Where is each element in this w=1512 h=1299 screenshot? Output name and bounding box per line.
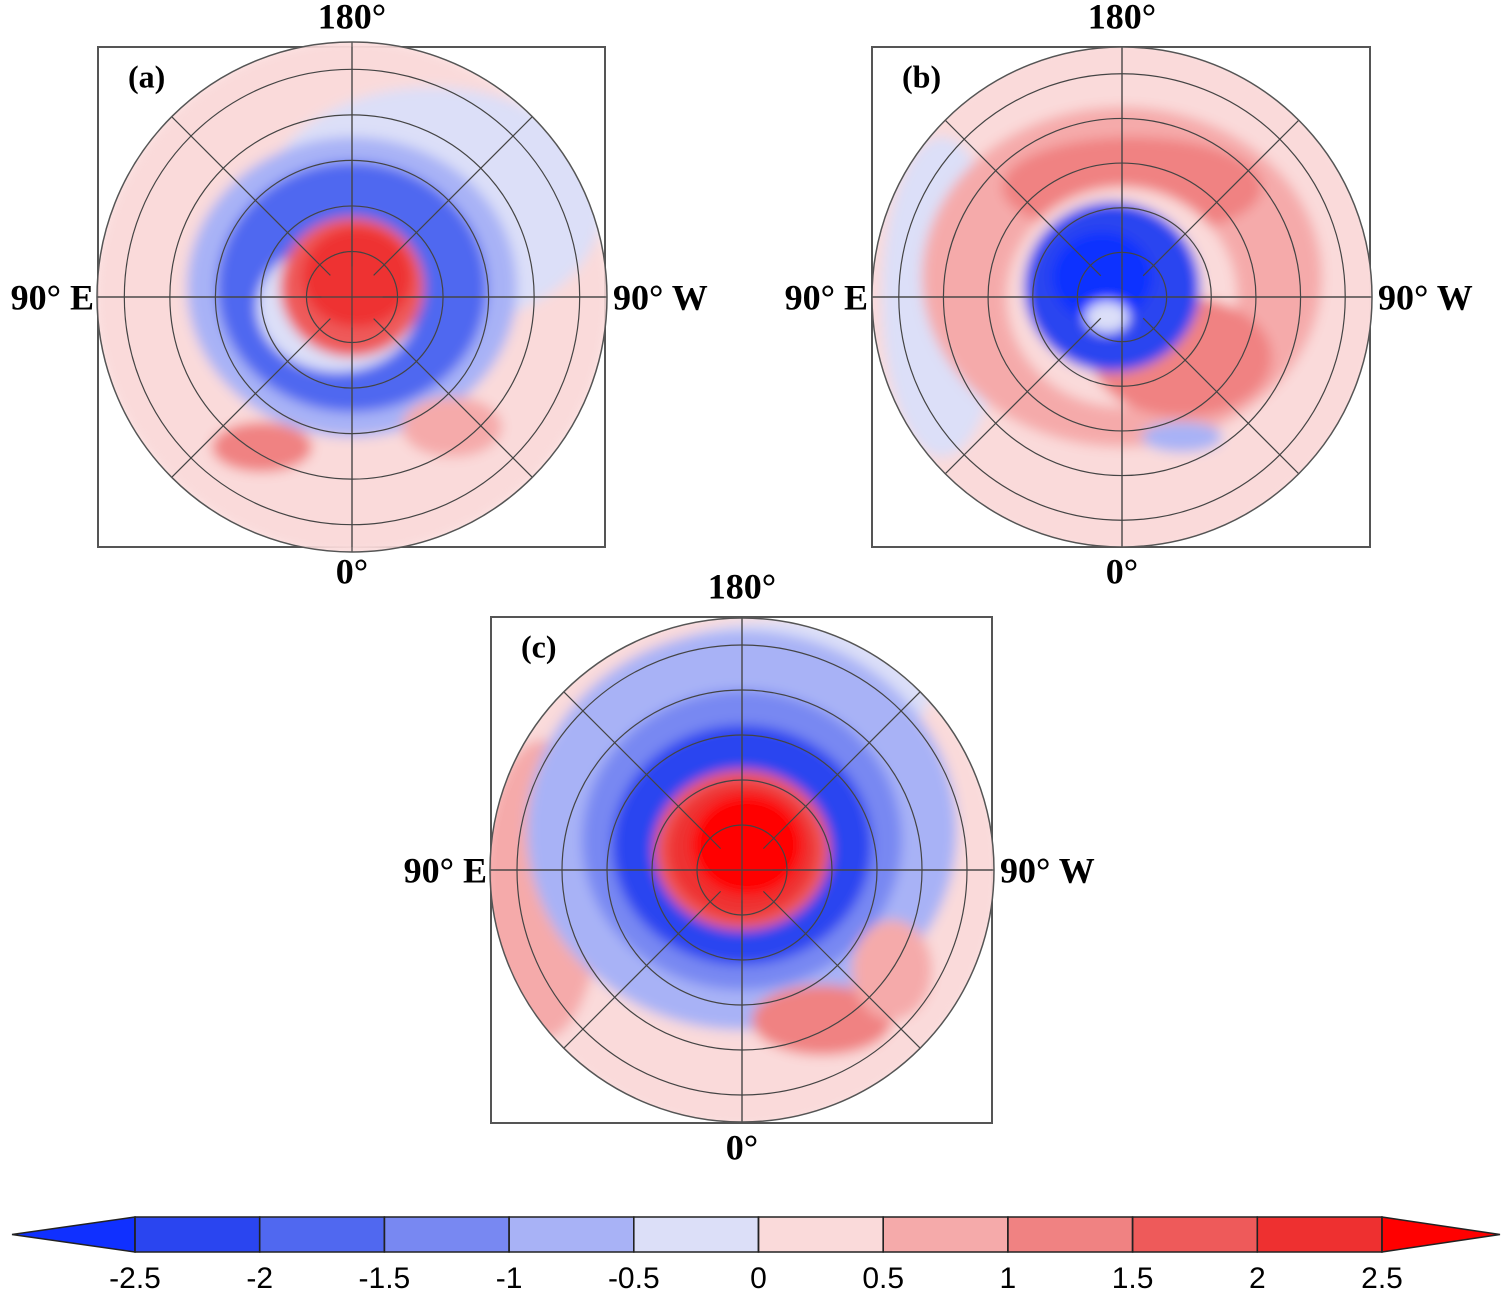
colorbar-tick-label: 2.5: [1361, 1262, 1403, 1294]
anomaly-region: [302, 227, 412, 327]
panel-label: (b): [902, 58, 941, 94]
colorbar-tick-label: 0.5: [862, 1262, 904, 1294]
colorbar: -2.5 -2 -1.5 -1 -0.5 0 0.5 1 1.5 2 2.5: [11, 1216, 1501, 1295]
longitude-label: 0°: [336, 551, 368, 591]
map-boundary: [871, 46, 1373, 548]
colorbar-segment: [882, 1216, 1009, 1253]
longitude-label: 90° W: [1000, 850, 1095, 890]
colorbar-segment: [11, 1216, 136, 1253]
longitude-label: 0°: [726, 1127, 758, 1167]
longitude-label: 90° E: [11, 277, 94, 317]
anomaly-region: [752, 985, 892, 1055]
panel-label: (a): [128, 58, 165, 94]
colorbar-segment: [1131, 1216, 1259, 1253]
meridian: [1142, 317, 1300, 475]
meridian: [563, 890, 722, 1049]
colorbar-segment: [1256, 1216, 1383, 1253]
longitude-label: 90° E: [785, 277, 868, 317]
colorbar-segment: [383, 1216, 510, 1253]
meridian: [944, 119, 1102, 277]
meridian: [171, 116, 331, 276]
anomaly-region: [1142, 422, 1222, 452]
map-boundary: [96, 41, 608, 553]
colorbar-tick-label: 1: [1000, 1262, 1017, 1294]
map-boundary: [489, 617, 995, 1123]
colorbar-tick-label: -0.5: [608, 1262, 660, 1294]
longitude-label: 90° W: [613, 277, 708, 317]
colorbar-tick-label: -1.5: [359, 1262, 411, 1294]
map-panel: (a) 180° 0° 90° E 90° W: [11, 0, 708, 591]
colorbar-tick-label: -2.5: [109, 1262, 161, 1294]
meridian: [373, 318, 533, 478]
anomaly-region: [402, 397, 502, 457]
meridian: [563, 691, 722, 850]
colorbar-tick-label: 1.5: [1112, 1262, 1154, 1294]
longitude-label: 90° W: [1378, 277, 1473, 317]
colorbar-segment: [757, 1216, 884, 1253]
anomaly-region: [212, 422, 312, 472]
meridian: [373, 116, 533, 276]
map-panel: (c) 180° 0° 90° E 90° W: [404, 566, 1095, 1167]
longitude-label: 0°: [1106, 551, 1138, 591]
colorbar-tick-label: 2: [1249, 1262, 1266, 1294]
map-panel: (b) 180° 0° 90° E 90° W: [785, 0, 1473, 591]
longitude-label: 180°: [708, 566, 776, 606]
anomaly-region: [1085, 301, 1129, 333]
longitude-label: 180°: [318, 0, 386, 36]
colorbar-segment: [633, 1216, 760, 1253]
colorbar-segment: [258, 1216, 386, 1253]
panel-label: (c): [521, 628, 557, 664]
colorbar-segment: [1007, 1216, 1134, 1253]
meridian: [762, 691, 921, 850]
meridian: [762, 890, 921, 1049]
meridian: [944, 317, 1102, 475]
meridian: [1142, 119, 1300, 277]
colorbar-tick-label: -2: [246, 1262, 273, 1294]
colorbar-segment: [134, 1216, 261, 1253]
colorbar-segment: [508, 1216, 635, 1253]
colorbar-tick-label: 0: [750, 1262, 767, 1294]
colorbar-tick-label: -1: [496, 1262, 523, 1294]
longitude-label: 90° E: [404, 850, 487, 890]
longitude-label: 180°: [1088, 0, 1156, 36]
colorbar-segment: [1381, 1216, 1501, 1253]
meridian: [171, 318, 331, 478]
